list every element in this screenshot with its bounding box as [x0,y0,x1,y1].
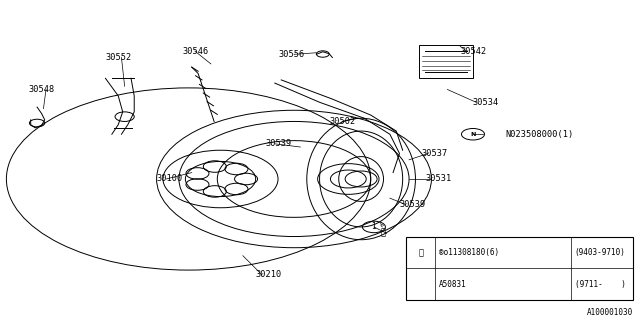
Text: 30539: 30539 [399,200,426,209]
Text: 30100: 30100 [157,174,183,183]
Text: 30542: 30542 [460,47,486,56]
Text: 1: 1 [372,222,376,231]
Text: 30537: 30537 [422,149,448,158]
Text: 30556: 30556 [278,50,304,59]
Text: 30552: 30552 [106,53,132,62]
Text: N023508000(1): N023508000(1) [505,130,573,139]
Text: ①: ① [418,248,423,257]
Text: 30548: 30548 [29,85,55,94]
Text: 30210: 30210 [255,270,282,279]
Text: 30534: 30534 [473,98,499,107]
Text: (9403-9710): (9403-9710) [575,248,625,257]
Text: 30502: 30502 [329,117,355,126]
Text: ®o11308180(6): ®o11308180(6) [438,248,499,257]
Text: N: N [470,132,476,137]
Text: ①: ① [380,229,385,238]
Bar [419,45,473,78]
Text: A100001030: A100001030 [586,308,633,317]
Text: 30546: 30546 [182,47,209,56]
Text: 30531: 30531 [425,174,451,183]
Text: (9711-    ): (9711- ) [575,280,625,289]
Text: 30539: 30539 [265,139,291,148]
Bar [406,236,633,300]
Text: A50831: A50831 [438,280,467,289]
